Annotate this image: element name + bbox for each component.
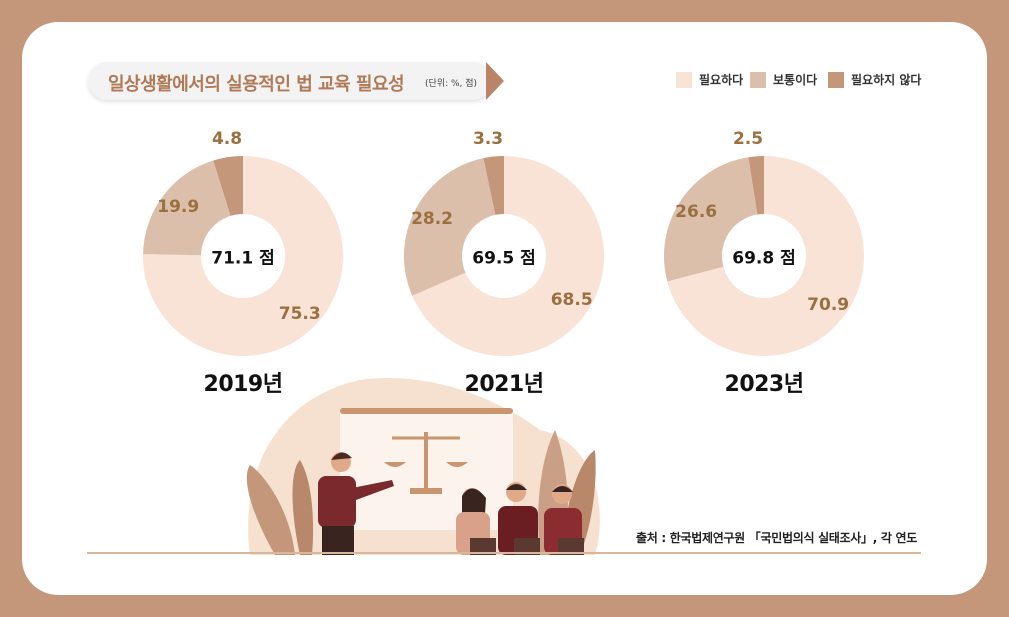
donut-hole (722, 214, 806, 298)
legend-swatch (828, 71, 844, 88)
data-label: 3.3 (472, 129, 504, 149)
legend-swatch (676, 71, 692, 88)
data-label: 2.5 (732, 129, 764, 149)
legend-item-neutral: 보통이다 (750, 71, 817, 88)
chart-title: 일상생활에서의 실용적인 법 교육 필요성 (108, 74, 405, 95)
source-note: 출처 : 한국법제연구원 「국민법의식 실태조사」, 각 연도 (636, 531, 917, 545)
title-banner (88, 62, 492, 100)
score-label: 69.5 점 (472, 248, 536, 269)
legend-label: 보통이다 (773, 73, 818, 87)
data-label: 4.8 (211, 129, 243, 149)
donut-hole (201, 214, 285, 298)
data-label: 19.9 (157, 197, 200, 218)
legend-item-not-needed: 필요하지 않다 (828, 71, 921, 88)
baseline-divider (87, 552, 921, 554)
data-label: 75.3 (278, 303, 321, 324)
donut-hole (462, 214, 546, 298)
year-label: 2021년 (464, 372, 544, 397)
year-label: 2019년 (203, 372, 283, 397)
legend-item-needed: 필요하다 (676, 71, 743, 88)
score-label: 71.1 점 (211, 248, 275, 269)
year-label: 2023년 (724, 372, 804, 397)
data-label: 26.6 (675, 201, 718, 222)
legend-swatch (750, 71, 766, 88)
data-label: 68.5 (550, 290, 593, 311)
unit-label: (단위: %, 점) (425, 79, 478, 89)
legend-label: 필요하다 (699, 73, 744, 87)
legend-label: 필요하지 않다 (851, 73, 922, 87)
title-arrow-icon (486, 62, 504, 100)
data-label: 70.9 (807, 295, 850, 316)
data-label: 28.2 (411, 208, 454, 229)
score-label: 69.8 점 (732, 248, 796, 269)
